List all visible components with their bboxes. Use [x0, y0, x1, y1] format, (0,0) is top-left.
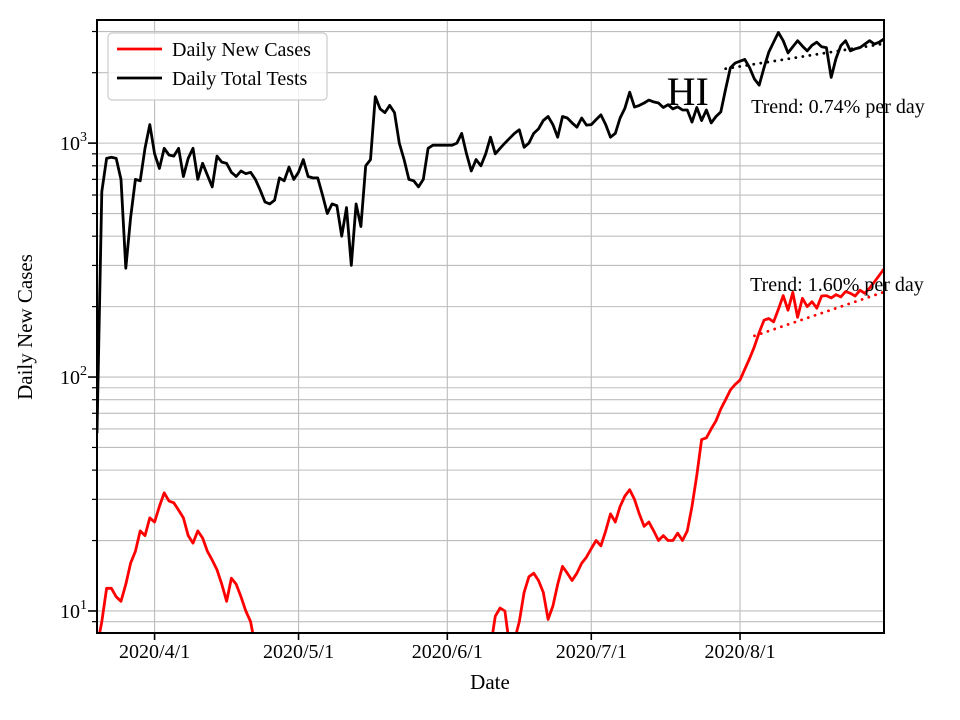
- x-tick-label: 2020/6/1: [412, 641, 483, 663]
- y-tick-label: 103: [60, 130, 87, 155]
- daily-new-cases-line: [98, 267, 884, 633]
- axis-ticks: [88, 30, 741, 640]
- legend-label-daily-total-tests: Daily Total Tests: [172, 68, 308, 90]
- legend-label-daily-new-cases: Daily New Cases: [172, 39, 311, 61]
- trend-dotted-line: [753, 290, 884, 338]
- tick-labels: 2020/4/1 2020/5/1 2020/6/1 2020/7/1 2020/8/1…: [60, 130, 776, 663]
- x-tick-label: 2020/8/1: [704, 641, 775, 663]
- y-tick-label: 101: [60, 598, 87, 623]
- daily-total-tests-line: [97, 31, 884, 434]
- plot-border: [96, 19, 885, 634]
- y-tick-label: 102: [60, 364, 87, 389]
- x-axis-label: Date: [470, 670, 510, 694]
- trend-dotted-lines: [724, 42, 884, 338]
- data-series: [97, 31, 884, 633]
- state-annotation: HI: [667, 69, 709, 114]
- x-tick-label: 2020/7/1: [556, 641, 627, 663]
- trend-label-total-tests: Trend: 0.74% per day: [751, 96, 925, 118]
- trend-label-new-cases: Trend: 1.60% per day: [750, 274, 924, 296]
- legend: Daily New Cases Daily Total Tests: [107, 32, 328, 101]
- legend-box: [107, 32, 328, 101]
- gridlines: [97, 20, 884, 633]
- x-tick-label: 2020/4/1: [119, 641, 190, 663]
- y-axis-label: Daily New Cases: [13, 254, 37, 400]
- x-tick-label: 2020/5/1: [263, 641, 334, 663]
- trend-dotted-line: [724, 42, 884, 71]
